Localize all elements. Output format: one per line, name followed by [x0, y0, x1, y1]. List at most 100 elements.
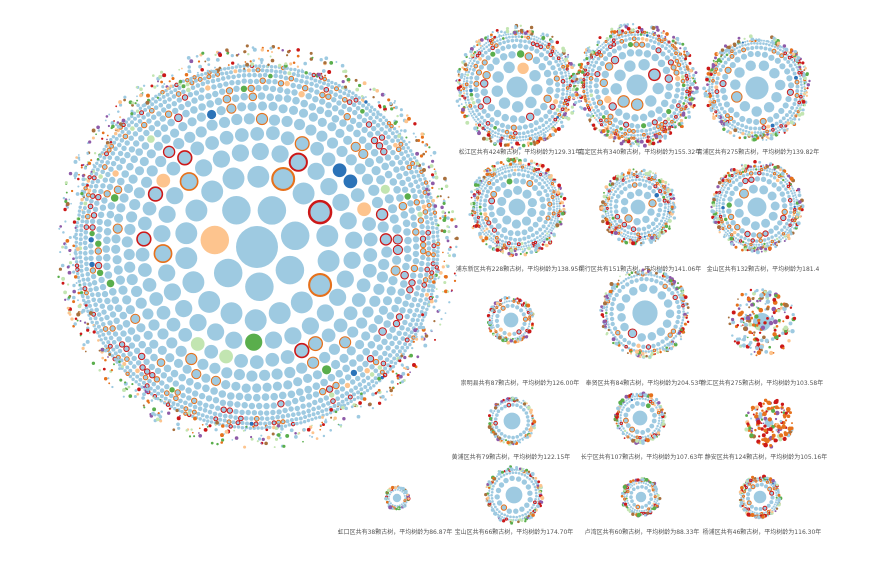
tree-bubble [312, 399, 318, 406]
tree-bubble [647, 233, 651, 237]
tree-bubble [656, 28, 660, 32]
tree-bubble [663, 186, 667, 190]
tree-bubble [786, 121, 791, 126]
tree-bubble [186, 395, 192, 401]
tree-bubble [62, 196, 66, 200]
tree-bubble [748, 34, 753, 39]
tree-bubble [381, 394, 385, 399]
tree-bubble [149, 292, 164, 306]
tree-bubble [518, 143, 521, 146]
tree-bubble [661, 37, 664, 40]
tree-bubble [667, 205, 670, 208]
tree-bubble [288, 75, 295, 82]
tree-bubble [397, 134, 402, 138]
tree-bubble [650, 44, 656, 50]
tree-bubble [708, 100, 712, 104]
tree-bubble [178, 103, 185, 111]
tree-bubble [694, 71, 698, 75]
tree-bubble [377, 221, 389, 233]
tree-bubble [652, 40, 657, 44]
tree-bubble [495, 48, 501, 54]
tree-bubble [519, 24, 522, 27]
tree-bubble [513, 178, 520, 184]
tree-bubble [352, 397, 357, 402]
tree-bubble [658, 183, 661, 187]
tree-bubble [269, 68, 274, 73]
tree-bubble [407, 116, 411, 121]
tree-bubble [153, 85, 157, 89]
tree-bubble [405, 327, 411, 332]
tree-bubble [771, 48, 777, 54]
tree-bubble [546, 137, 549, 140]
tree-bubble [115, 123, 118, 127]
tree-bubble [628, 176, 632, 179]
tree-bubble [226, 419, 232, 425]
tree-bubble [480, 49, 484, 53]
tree-bubble [541, 178, 544, 182]
tree-bubble [538, 52, 545, 58]
tree-bubble [128, 360, 133, 366]
tree-bubble [554, 195, 557, 198]
tree-bubble [594, 71, 601, 78]
tree-bubble [769, 136, 774, 141]
tree-bubble [798, 63, 802, 66]
tree-bubble [561, 211, 565, 216]
tree-bubble [532, 140, 536, 144]
tree-bubble [572, 85, 576, 88]
tree-bubble [475, 60, 480, 65]
tree-bubble [274, 94, 283, 102]
tree-bubble [330, 80, 334, 85]
tree-bubble [383, 139, 389, 146]
tree-bubble [418, 298, 423, 303]
tree-bubble [368, 109, 373, 113]
tree-bubble [362, 397, 367, 401]
tree-bubble [754, 45, 759, 50]
tree-bubble [622, 112, 631, 120]
tree-bubble [84, 197, 89, 202]
tree-bubble [447, 211, 451, 214]
tree-bubble [524, 138, 527, 141]
tree-bubble [589, 53, 593, 57]
tree-bubble [554, 215, 558, 218]
tree-bubble [564, 55, 567, 58]
tree-bubble [197, 76, 203, 82]
tree-bubble [754, 50, 761, 58]
tree-bubble [172, 404, 175, 407]
tree-bubble [553, 47, 556, 51]
tree-bubble [404, 254, 412, 262]
tree-bubble [556, 205, 559, 208]
tree-bubble [342, 91, 347, 96]
tree-bubble [429, 284, 434, 288]
tree-bubble [545, 215, 551, 221]
tree-bubble [543, 229, 547, 233]
tree-bubble [615, 37, 618, 41]
tree-bubble [225, 48, 229, 52]
tree-bubble [135, 374, 140, 379]
tree-bubble [417, 272, 424, 279]
tree-bubble [287, 423, 292, 427]
tree-bubble [659, 122, 665, 127]
tree-bubble [446, 239, 450, 243]
tree-bubble [744, 125, 749, 130]
tree-bubble [267, 421, 272, 426]
tree-bubble [293, 118, 306, 131]
tree-bubble [104, 314, 110, 321]
tree-bubble [652, 82, 664, 95]
tree-bubble [274, 437, 279, 441]
tree-bubble [478, 57, 482, 61]
tree-bubble [108, 113, 111, 116]
tree-bubble [624, 214, 633, 223]
tree-bubble [122, 133, 129, 140]
tree-bubble [571, 76, 576, 81]
tree-bubble [386, 134, 391, 140]
tree-bubble [97, 129, 101, 132]
tree-bubble [665, 32, 669, 36]
tree-bubble [317, 397, 324, 404]
tree-bubble [672, 35, 676, 39]
tree-bubble [131, 377, 135, 382]
tree-bubble [562, 196, 567, 201]
tree-bubble [708, 103, 712, 107]
tree-bubble [412, 236, 420, 243]
tree-bubble [667, 190, 670, 193]
tree-bubble [541, 167, 544, 170]
